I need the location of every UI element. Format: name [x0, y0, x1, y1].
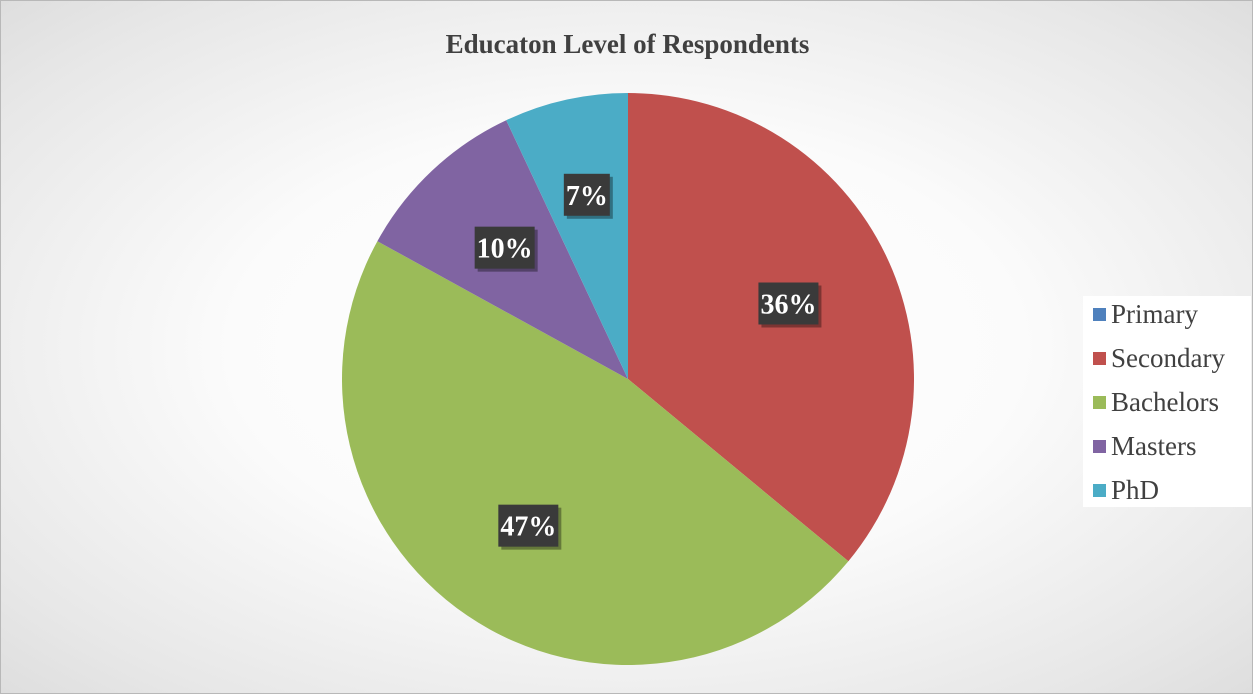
data-label-text: 47% [500, 512, 556, 543]
data-label-bachelors: 47% [498, 504, 562, 550]
chart-title: Educaton Level of Respondents [445, 29, 810, 59]
legend-item-phd: PhD [1093, 468, 1159, 512]
legend-label: Masters [1111, 430, 1197, 461]
legend: Primary Secondary Bachelors Masters PhD [1083, 296, 1251, 507]
legend-item-primary: Primary [1093, 292, 1198, 336]
legend-label: Secondary [1111, 342, 1225, 373]
pie-slice-bachelors [341, 241, 849, 666]
data-label-phd: 7% [563, 173, 613, 219]
legend-swatch [1093, 351, 1106, 365]
data-label-text: 10% [477, 234, 533, 265]
data-label-masters: 10% [474, 226, 538, 272]
legend-swatch [1093, 395, 1106, 409]
legend-swatch [1093, 483, 1106, 497]
legend-swatch [1093, 439, 1106, 453]
legend-label: Bachelors [1111, 386, 1219, 417]
legend-item-masters: Masters [1093, 424, 1196, 468]
legend-item-secondary: Secondary [1093, 336, 1225, 380]
pie-slice-phd [506, 93, 628, 379]
legend-swatch [1093, 307, 1106, 321]
data-label-secondary: 36% [758, 282, 822, 328]
data-label-text: 7% [566, 181, 608, 212]
legend-item-bachelors: Bachelors [1093, 380, 1219, 424]
legend-label: PhD [1111, 474, 1160, 505]
pie-slice-secondary [628, 93, 914, 562]
data-label-text: 36% [760, 290, 816, 321]
legend-label: Primary [1111, 298, 1198, 329]
